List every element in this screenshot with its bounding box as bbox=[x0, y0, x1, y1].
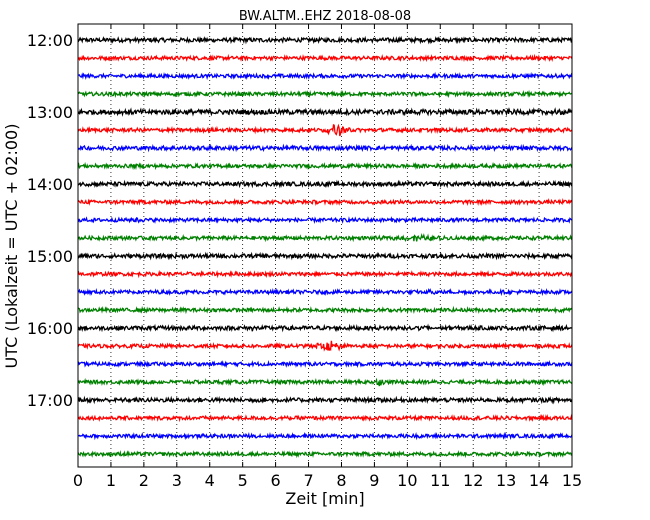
trace-line bbox=[77, 269, 573, 279]
x-axis-label: Zeit [min] bbox=[285, 489, 364, 508]
trace-line bbox=[77, 216, 573, 225]
x-tick-label: 3 bbox=[172, 471, 182, 490]
trace-line bbox=[77, 71, 573, 81]
y-axis-ticks: 12:00 13:00 14:00 15:00 16:00 17:00 bbox=[27, 31, 572, 410]
trace-line bbox=[77, 360, 573, 369]
x-tick-label: 4 bbox=[205, 471, 215, 490]
y-tick-label: 17:00 bbox=[27, 391, 73, 410]
trace-group bbox=[77, 35, 573, 459]
x-tick-label: 10 bbox=[397, 471, 417, 490]
trace-line bbox=[77, 123, 572, 137]
trace-line bbox=[78, 179, 573, 189]
x-tick-label: 12 bbox=[463, 471, 483, 490]
trace-line bbox=[77, 323, 573, 333]
trace-line bbox=[77, 413, 573, 423]
trace-line bbox=[78, 431, 573, 441]
x-tick-label: 13 bbox=[496, 471, 516, 490]
trace-line bbox=[77, 232, 573, 243]
y-tick-label: 15:00 bbox=[27, 247, 73, 266]
trace-line bbox=[77, 287, 573, 297]
trace-line bbox=[77, 305, 573, 315]
x-tick-label: 0 bbox=[73, 471, 83, 490]
trace-line bbox=[77, 107, 573, 117]
x-tick-label: 1 bbox=[106, 471, 116, 490]
y-tick-label: 13:00 bbox=[27, 103, 73, 122]
y-tick-label: 16:00 bbox=[27, 319, 73, 338]
x-axis-ticks: 0 1 2 3 4 5 6 7 8 9 10 11 12 13 14 15 bbox=[73, 24, 582, 490]
x-tick-label: 15 bbox=[562, 471, 582, 490]
x-tick-label: 9 bbox=[369, 471, 379, 490]
trace-line bbox=[77, 143, 573, 153]
trace-line bbox=[77, 197, 573, 207]
x-tick-label: 8 bbox=[336, 471, 346, 490]
y-tick-label: 12:00 bbox=[27, 31, 73, 50]
x-tick-label: 5 bbox=[238, 471, 248, 490]
x-tick-label: 7 bbox=[303, 471, 313, 490]
trace-line bbox=[77, 395, 573, 405]
trace-line bbox=[77, 53, 573, 63]
y-tick-label: 14:00 bbox=[27, 175, 73, 194]
y-axis-label: UTC (Lokalzeit = UTC + 02:00) bbox=[2, 124, 21, 369]
plot-frame bbox=[77, 23, 573, 468]
x-tick-label: 11 bbox=[430, 471, 450, 490]
x-tick-label: 6 bbox=[271, 471, 281, 490]
trace-line bbox=[77, 35, 572, 45]
x-tick-label: 2 bbox=[139, 471, 149, 490]
chart-title: BW.ALTM..EHZ 2018-08-08 bbox=[239, 9, 411, 24]
trace-line bbox=[77, 377, 573, 387]
trace-line bbox=[77, 449, 573, 459]
trace-line bbox=[77, 89, 573, 99]
trace-line bbox=[77, 251, 573, 261]
trace-line bbox=[77, 161, 573, 171]
trace-line bbox=[77, 340, 573, 352]
x-tick-label: 14 bbox=[529, 471, 549, 490]
